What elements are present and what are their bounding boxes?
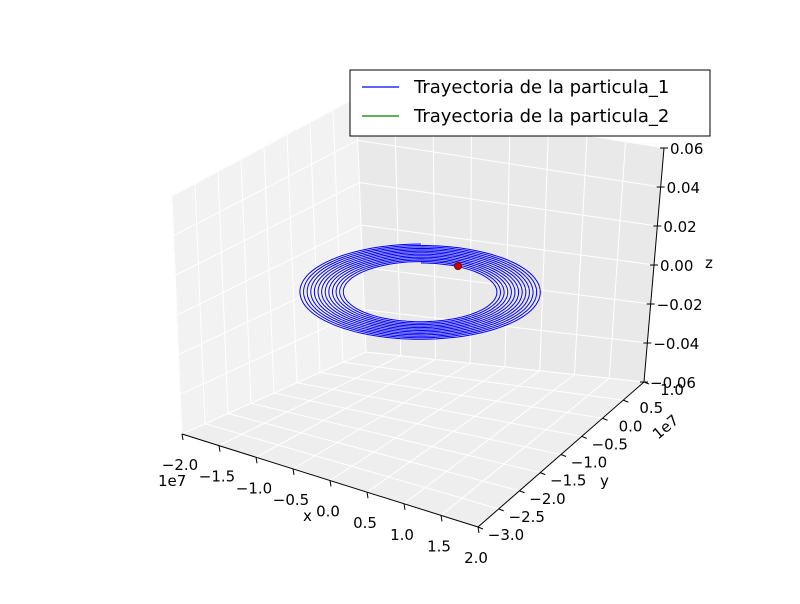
- y-tick: [623, 399, 629, 403]
- y-tick-label: −3.0: [488, 526, 524, 544]
- y-tick-label: 1.0: [660, 381, 684, 399]
- z-tick-label: 0.00: [660, 257, 693, 275]
- grid-line-y-floor: [250, 402, 541, 474]
- x-tick-label: 2.0: [464, 549, 488, 567]
- y-tick-label: −2.0: [529, 490, 565, 508]
- grid-line-y-floor: [319, 372, 603, 419]
- grid-line-z: [175, 182, 658, 276]
- y-tick: [540, 472, 546, 476]
- particle-1-trajectory: [299, 243, 541, 340]
- grid-line-z: [176, 224, 655, 316]
- y-tick: [498, 508, 504, 512]
- z-tick-label: 0.02: [663, 218, 696, 236]
- z-tick-label: −0.06: [650, 374, 696, 392]
- x-tick-label: 1.5: [427, 537, 451, 555]
- y-axis-label: y: [600, 472, 609, 490]
- grid-line-z: [180, 309, 648, 395]
- legend-box: [349, 69, 711, 137]
- x-tick-label: −1.0: [236, 479, 272, 497]
- y-tick-label: 0.5: [639, 399, 663, 417]
- grid-line-y-floor: [273, 392, 562, 455]
- x-tick: [366, 492, 369, 499]
- y-tick: [560, 454, 567, 457]
- x-ticks: −2.0−1.5−1.0−0.5 0.0 0.5 1.0 1.5 2.0: [162, 433, 488, 567]
- x-tick-label: 0.0: [316, 503, 340, 521]
- z-tick-label: −0.02: [657, 296, 703, 314]
- y-tick-label: −1.5: [550, 472, 586, 490]
- grid-line-z: [173, 139, 661, 237]
- z-tick-label: 0.04: [667, 179, 700, 197]
- x-tick: [218, 445, 221, 452]
- particle-1-spiral-line: [299, 243, 541, 340]
- x-axis-label: x: [303, 507, 312, 525]
- y-tick-label: −1.0: [571, 454, 607, 472]
- legend: Trayectoria de la particula_1 Trayectori…: [349, 69, 711, 137]
- y-tick: [477, 526, 484, 530]
- x-tick-label: 0.5: [353, 514, 377, 532]
- grid-line-y-floor: [342, 361, 624, 401]
- y-tick: [519, 490, 525, 494]
- x-tick: [403, 503, 406, 510]
- grid-line-y-floor: [227, 413, 520, 492]
- legend-label-2: Trayectoria de la particula_2: [413, 106, 669, 127]
- x-tick: [292, 468, 295, 475]
- grid-line-y-floor: [204, 423, 499, 510]
- x-tick: [255, 457, 258, 464]
- x-tick-label: 1.0: [390, 526, 414, 544]
- y-tick: [581, 435, 587, 439]
- y-tick-label: −2.5: [509, 508, 545, 526]
- grid-line-z: [181, 351, 645, 435]
- x-axis-offset: 1e7: [158, 472, 186, 490]
- x-tick: [477, 526, 480, 534]
- x-tick: [329, 480, 332, 487]
- z-tick-label: −0.04: [653, 335, 699, 353]
- x-tick-label: −1.5: [199, 468, 235, 486]
- x-tick: [181, 433, 184, 441]
- y-ticks: −3.0−2.5−2.0−1.5−1.0−0.50.00.51.0: [477, 381, 684, 544]
- x-tick-label: −0.5: [273, 491, 309, 509]
- y-tick-label: 0.0: [619, 417, 643, 435]
- x-tick: [440, 515, 443, 522]
- legend-label-1: Trayectoria de la particula_1: [413, 77, 669, 98]
- z-ticks: −0.06 −0.04 −0.02 0.00 0.02 0.04 0.06: [640, 140, 703, 392]
- axes-panes: [171, 97, 665, 528]
- z-tick-label: 0.06: [670, 140, 703, 158]
- z-axis-label: z: [705, 254, 713, 272]
- y-tick-label: −0.5: [592, 435, 628, 453]
- y-tick: [602, 417, 608, 421]
- particle-marker: [454, 262, 462, 270]
- grid-line-y-floor: [296, 382, 582, 437]
- x-tick-label: −2.0: [162, 456, 198, 474]
